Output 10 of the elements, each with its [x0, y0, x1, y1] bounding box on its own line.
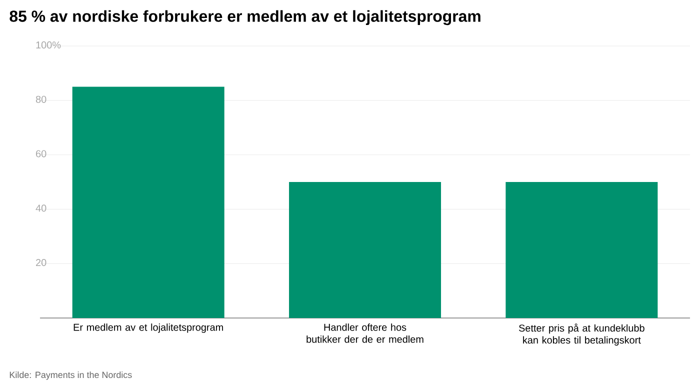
y-tick-label: 80: [36, 96, 46, 103]
x-tick-label: Er medlem av et lojalitetsprogram: [74, 324, 223, 333]
y-tick-label: 60: [36, 150, 46, 158]
x-tick-label: Setter pris på at kundeklubb kan kobles til betalingskort: [518, 324, 644, 346]
text: Kilde: Payments in the Nordics: [10, 371, 132, 380]
y-tick-label: 100%: [36, 41, 61, 48]
y-tick-label: 40: [36, 204, 46, 212]
y-tick-label: 20: [36, 259, 46, 266]
x-tick-label: Handler oftere hos butikker der de er medlem: [306, 324, 424, 343]
chart-title: 85 % av nordiske forbrukere er medlem av et lojalitetsprogram: [10, 10, 480, 26]
